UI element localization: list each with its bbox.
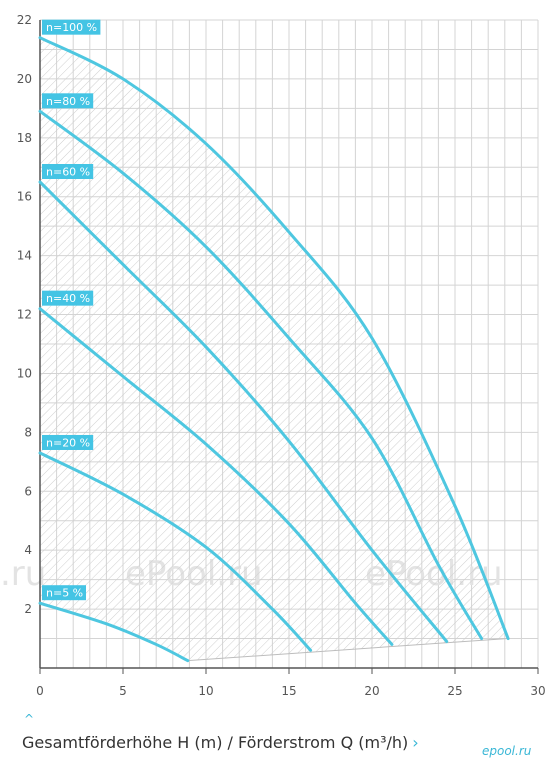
y-tick-label: 6 <box>24 484 32 498</box>
x-tick-label: 10 <box>198 684 213 698</box>
hatched-area <box>40 37 509 661</box>
watermark-text: .ru <box>0 554 46 594</box>
series-label: n=20 % <box>46 436 90 449</box>
series-label-badge <box>42 290 94 306</box>
series-label: n=80 % <box>46 95 90 108</box>
y-tick-label: 4 <box>24 543 32 557</box>
series-label: n=100 % <box>46 21 97 34</box>
x-tick-label: 30 <box>530 684 545 698</box>
collapse-chevron-icon[interactable]: ^ <box>24 712 35 726</box>
x-tick-label: 15 <box>281 684 296 698</box>
chart-caption: Gesamtförderhöhe H (m) / Förderstrom Q (… <box>22 733 419 752</box>
x-tick-label: 20 <box>364 684 379 698</box>
series-label-badge <box>42 19 101 35</box>
chevron-right-icon[interactable]: › <box>412 733 419 752</box>
series-line <box>38 601 190 663</box>
tick-labels: 0 5 10 15 20 25 30 2 4 6 8 10 12 14 16 18 20 22 <box>17 13 546 698</box>
y-tick-label: 12 <box>17 308 32 322</box>
series-line <box>38 180 449 643</box>
series-label: n=60 % <box>46 166 90 179</box>
operating-range-shading <box>40 37 509 662</box>
series-label-badge <box>42 164 94 179</box>
y-tick-label: 10 <box>17 366 32 380</box>
series-line <box>38 451 313 652</box>
range-lower-edge <box>187 638 509 662</box>
series-label: n=40 % <box>46 292 90 305</box>
x-tick-label: 0 <box>36 684 44 698</box>
x-tick-label: 5 <box>119 684 127 698</box>
curve-labels: n=100 % n=80 % n=60 % n=40 % n=20 % n=5 % <box>42 19 101 601</box>
series-label-badge <box>42 434 94 450</box>
caption-text: Gesamtförderhöhe H (m) / Förderstrom Q (… <box>22 733 409 752</box>
logo: epool.ru <box>482 744 532 758</box>
y-tick-label: 20 <box>17 72 32 86</box>
series-label: n=5 % <box>46 587 83 600</box>
series-label-badge <box>42 93 94 109</box>
y-tick-label: 2 <box>24 602 32 616</box>
series-line <box>38 109 484 641</box>
series-label-badge <box>42 585 86 601</box>
curves <box>38 36 510 663</box>
y-tick-label: 8 <box>24 425 32 439</box>
series-line <box>38 36 510 641</box>
x-tick-label: 25 <box>447 684 462 698</box>
series-line <box>38 307 394 646</box>
y-tick-label: 16 <box>17 190 32 204</box>
y-tick-label: 22 <box>17 13 32 27</box>
y-tick-label: 14 <box>17 249 32 263</box>
y-tick-label: 18 <box>17 131 32 145</box>
